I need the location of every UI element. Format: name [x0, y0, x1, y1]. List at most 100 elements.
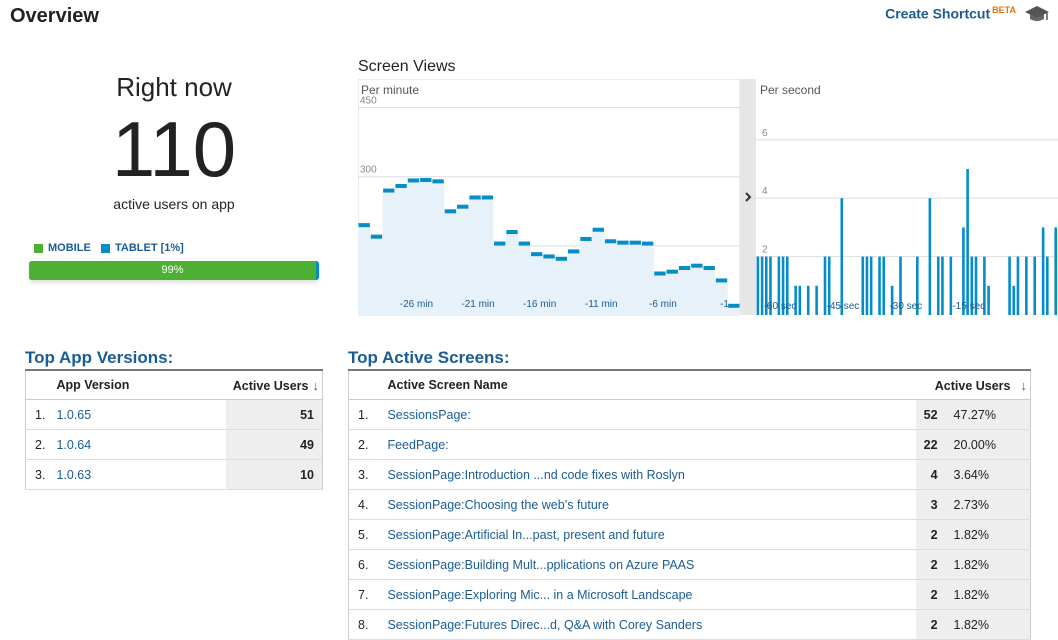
chevron-right-icon[interactable]	[745, 192, 752, 202]
row-index: 1.	[348, 399, 380, 430]
per-second-bar	[806, 285, 810, 315]
active-users-percent: 20.00%	[945, 429, 1031, 460]
per-minute-title: Per minute	[361, 83, 419, 97]
screen-name-link[interactable]: FeedPage:	[379, 429, 916, 460]
per-second-bar	[928, 198, 932, 315]
beta-badge: BETA	[992, 5, 1016, 15]
sort-down-icon[interactable]: ↓	[1020, 377, 1028, 393]
active-users-value: 2	[915, 519, 946, 550]
mobile-swatch	[34, 243, 43, 253]
active-users-value: 52	[915, 399, 946, 430]
active-users-value: 10	[225, 459, 323, 490]
per-second-ytick: 2	[762, 245, 768, 256]
per-second-bar	[840, 198, 844, 315]
right-now-title: Right now	[116, 72, 232, 102]
per-minute-point	[728, 303, 740, 308]
row-index: 8.	[348, 609, 380, 640]
per-minute-point	[383, 188, 395, 193]
table-row: 4. SessionPage:Choosing the web’s future 3…	[348, 489, 1031, 520]
per-second-bar	[1016, 256, 1020, 315]
per-minute-point	[703, 265, 715, 270]
app-version-link[interactable]: 1.0.65	[56, 399, 226, 430]
per-minute-point	[494, 241, 506, 246]
active-users-percent: 3.64%	[945, 459, 1031, 490]
active-users-value: 3	[915, 489, 946, 520]
col-active-users-label: Active Users	[934, 378, 1011, 393]
per-minute-point	[457, 204, 469, 209]
row-index: 3.	[25, 459, 57, 490]
active-users-value: 22	[915, 429, 946, 460]
per-minute-point	[481, 195, 494, 200]
sort-down-icon[interactable]: ↓	[312, 377, 320, 393]
active-users-value: 51	[225, 399, 323, 430]
per-minute-point	[395, 183, 407, 188]
screen-name-link[interactable]: SessionPage:Futures Direc...d, Q&A with …	[379, 609, 916, 640]
tablet-swatch	[101, 243, 110, 253]
per-minute-xtick: -6 min	[649, 299, 677, 310]
per-second-bar	[823, 256, 827, 315]
screen-name-link[interactable]: SessionPage:Exploring Mic... in a Micros…	[379, 579, 916, 610]
col-active-users[interactable]: Active Users ↓	[915, 369, 1031, 400]
per-second-bar	[974, 256, 978, 315]
per-second-bar	[1054, 227, 1057, 315]
table-row: 2. FeedPage: 22 20.00%	[348, 429, 1031, 460]
table-row: 3. 1.0.63 10	[25, 459, 323, 490]
row-index: 6.	[348, 549, 380, 580]
create-shortcut-label: Create Shortcut	[885, 5, 991, 22]
col-active-users[interactable]: Active Users ↓	[225, 369, 323, 400]
per-second-bar	[949, 256, 953, 315]
per-second-bar	[1046, 256, 1049, 315]
header-spacer	[348, 369, 380, 400]
page-title: Overview	[10, 5, 99, 27]
tablet-share-fill	[316, 261, 319, 280]
screen-name-link[interactable]: SessionPage:Choosing the web’s future	[379, 489, 916, 520]
per-minute-point	[691, 263, 703, 268]
active-users-value: 2	[915, 549, 946, 580]
screen-name-link[interactable]: SessionPage:Building Mult...pplications …	[379, 549, 916, 580]
per-minute-point	[420, 177, 432, 182]
per-minute-point	[678, 265, 691, 270]
per-second-bar	[962, 227, 965, 315]
screen-name-link[interactable]: SessionsPage:	[379, 399, 916, 430]
active-users-percent: 47.27%	[945, 399, 1031, 430]
per-minute-point	[604, 239, 617, 244]
per-second-bar	[899, 256, 902, 315]
per-second-bar	[781, 256, 785, 315]
per-minute-point	[407, 178, 420, 183]
screen-name-link[interactable]: SessionPage:Artificial In...past, presen…	[379, 519, 916, 550]
per-second-bar	[936, 256, 940, 315]
per-second-bar	[869, 256, 873, 315]
per-second-bar	[861, 256, 865, 315]
app-version-link[interactable]: 1.0.63	[56, 459, 226, 490]
table-row: 7. SessionPage:Exploring Mic... in a Micr…	[348, 579, 1031, 610]
per-second-bar	[756, 256, 760, 315]
screen-name-link[interactable]: SessionPage:Introduction ...nd code fixe…	[379, 459, 916, 490]
per-second-bar	[1008, 256, 1011, 315]
per-second-xtick: -60 sec	[764, 301, 797, 312]
per-minute-point	[617, 240, 629, 245]
table-row: 8. SessionPage:Futures Direc...d, Q&A wit…	[348, 609, 1031, 640]
per-second-bar	[890, 285, 894, 315]
per-minute-point	[567, 249, 580, 254]
col-active-screen-name: Active Screen Name	[379, 369, 916, 400]
active-users-percent: 1.82%	[945, 549, 1031, 580]
per-second-bar	[983, 256, 986, 315]
chart-splitter	[740, 79, 756, 315]
table-header-row: Active Screen Name Active Users ↓	[348, 369, 1031, 400]
app-version-link[interactable]: 1.0.64	[56, 429, 226, 460]
row-index: 5.	[348, 519, 380, 550]
per-second-bar	[1012, 285, 1016, 315]
per-second-bar	[987, 285, 990, 315]
graduation-cap-icon[interactable]	[1024, 4, 1050, 24]
per-second-title: Per second	[760, 83, 821, 97]
per-minute-point	[432, 179, 444, 184]
per-second-bar	[769, 256, 772, 315]
mobile-share-label: 99%	[161, 264, 184, 276]
per-second-bar	[970, 256, 974, 315]
per-second-bar	[882, 256, 886, 315]
col-app-version: App Version	[56, 369, 226, 400]
create-shortcut-link[interactable]: Create Shortcut BETA	[885, 5, 1016, 22]
legend-mobile: MOBILE	[34, 242, 91, 254]
per-second-bar	[777, 256, 781, 315]
per-minute-ytick: 300	[360, 165, 377, 176]
